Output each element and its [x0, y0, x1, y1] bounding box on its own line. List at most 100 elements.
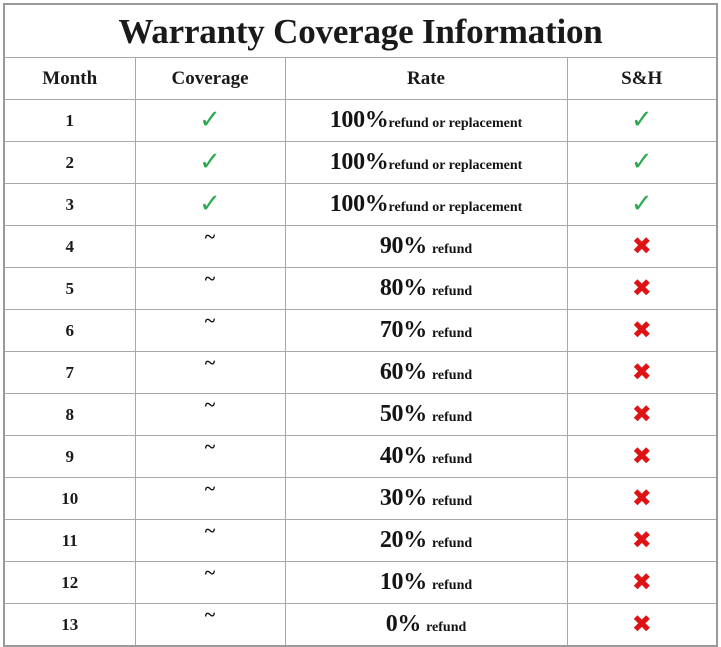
tilde-icon: ~: [204, 268, 216, 290]
cell-coverage: ~: [134, 603, 286, 645]
cell-rate: 20% refund: [284, 519, 568, 562]
cell-month: 10: [5, 477, 136, 520]
cell-month: 1: [5, 99, 136, 142]
cell-sh: ✖: [566, 603, 716, 645]
tilde-icon: ~: [204, 310, 216, 332]
tilde-icon: ~: [204, 226, 216, 248]
column-header-month: Month: [5, 57, 136, 100]
rate-percent: 80%: [379, 275, 427, 301]
rate-note: refund: [431, 536, 473, 551]
rate-note: refund: [431, 284, 473, 299]
check-icon: ✓: [199, 188, 221, 219]
check-icon: ✓: [630, 146, 653, 177]
cell-coverage: ~: [134, 435, 286, 478]
tilde-icon: ~: [204, 436, 216, 458]
cell-month: 3: [5, 183, 136, 226]
cell-month: 9: [5, 435, 136, 478]
table-row: 1 ✓ 100%refund or replacement ✓: [5, 99, 716, 142]
table-header: Warranty Coverage Information Month Cove…: [5, 5, 716, 100]
cell-month: 8: [5, 393, 136, 436]
table-row: 3 ✓ 100%refund or replacement ✓: [5, 183, 716, 226]
tilde-icon: ~: [204, 604, 216, 626]
cell-rate: 60% refund: [284, 351, 568, 394]
cell-coverage: ~: [134, 267, 286, 310]
table-row: 7 ~ 60% refund ✖: [5, 351, 716, 394]
rate-note: refund: [431, 242, 473, 257]
cell-sh: ✖: [566, 309, 716, 352]
cross-icon: ✖: [631, 232, 652, 260]
cell-sh: ✓: [566, 183, 716, 226]
cross-icon: ✖: [631, 316, 652, 344]
table-row: 13 ~ 0% refund ✖: [5, 603, 716, 645]
cross-icon: ✖: [631, 442, 652, 470]
cell-sh: ✓: [566, 99, 716, 142]
rate-note: refund: [431, 368, 473, 383]
cell-coverage: ✓: [134, 183, 286, 226]
table-row: 5 ~ 80% refund ✖: [5, 267, 716, 310]
cell-rate: 30% refund: [284, 477, 568, 520]
table-title-row: Warranty Coverage Information: [5, 5, 716, 58]
rate-percent: 20%: [379, 527, 427, 553]
cell-month: 12: [5, 561, 136, 604]
cell-sh: ✖: [566, 477, 716, 520]
tilde-icon: ~: [204, 520, 216, 542]
table-row: 11 ~ 20% refund ✖: [5, 519, 716, 562]
rate-percent: 30%: [379, 485, 427, 511]
tilde-icon: ~: [204, 352, 216, 374]
rate-percent: 40%: [379, 443, 427, 469]
rate-percent: 10%: [379, 569, 427, 595]
table-row: 9 ~ 40% refund ✖: [5, 435, 716, 478]
table-row: 12 ~ 10% refund ✖: [5, 561, 716, 604]
cell-month: 6: [5, 309, 136, 352]
cross-icon: ✖: [631, 526, 652, 554]
check-icon: ✓: [630, 104, 653, 135]
cross-icon: ✖: [631, 568, 652, 596]
cell-sh: ✖: [566, 435, 716, 478]
rate-note: refund or replacement: [388, 200, 523, 215]
cell-month: 13: [5, 603, 136, 645]
cell-rate: 40% refund: [284, 435, 568, 478]
tilde-icon: ~: [204, 394, 216, 416]
table-row: 10 ~ 30% refund ✖: [5, 477, 716, 520]
cell-rate: 70% refund: [284, 309, 568, 352]
cell-rate: 10% refund: [284, 561, 568, 604]
table-body: 1 ✓ 100%refund or replacement ✓ 2 ✓ 100%…: [5, 99, 716, 645]
column-header-sh: S&H: [566, 57, 716, 100]
cell-sh: ✓: [566, 141, 716, 184]
cell-coverage: ~: [134, 477, 286, 520]
table-row: 6 ~ 70% refund ✖: [5, 309, 716, 352]
rate-percent: 60%: [379, 359, 427, 385]
cell-sh: ✖: [566, 351, 716, 394]
cell-coverage: ✓: [134, 99, 286, 142]
cell-coverage: ~: [134, 351, 286, 394]
cell-rate: 50% refund: [284, 393, 568, 436]
table-row: 8 ~ 50% refund ✖: [5, 393, 716, 436]
rate-note: refund: [426, 620, 467, 635]
cell-coverage: ~: [134, 561, 286, 604]
cell-coverage: ~: [134, 309, 286, 352]
cell-month: 7: [5, 351, 136, 394]
cell-month: 4: [5, 225, 136, 268]
table-row: 4 ~ 90% refund ✖: [5, 225, 716, 268]
rate-note: refund: [431, 578, 473, 593]
cell-month: 2: [5, 141, 136, 184]
cross-icon: ✖: [631, 610, 652, 638]
column-header-rate: Rate: [284, 57, 568, 100]
rate-percent: 100%: [329, 191, 389, 217]
column-header-row: Month Coverage Rate S&H: [5, 57, 716, 100]
cell-sh: ✖: [566, 393, 716, 436]
rate-note: refund: [431, 452, 473, 467]
rate-percent: 100%: [329, 107, 389, 133]
check-icon: ✓: [199, 146, 221, 177]
cross-icon: ✖: [631, 484, 652, 512]
rate-note: refund: [431, 326, 473, 341]
rate-percent: 50%: [379, 401, 427, 427]
cell-rate: 100%refund or replacement: [284, 183, 568, 226]
cell-rate: 0% refund: [284, 603, 568, 645]
column-header-coverage: Coverage: [134, 57, 286, 100]
rate-percent: 100%: [329, 149, 389, 175]
table-row: 2 ✓ 100%refund or replacement ✓: [5, 141, 716, 184]
cell-sh: ✖: [566, 267, 716, 310]
cell-rate: 100%refund or replacement: [284, 99, 568, 142]
